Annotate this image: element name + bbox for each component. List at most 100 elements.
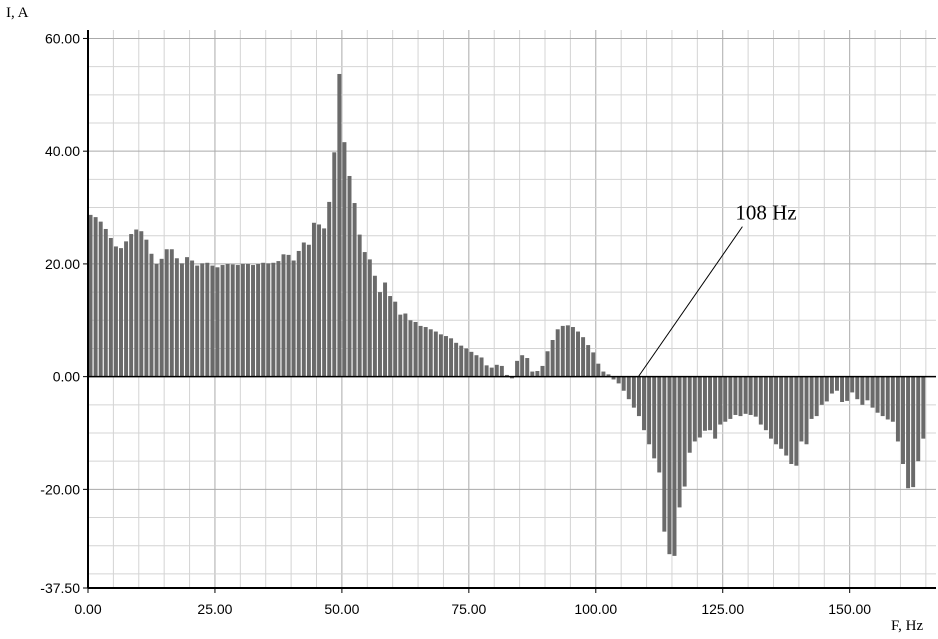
bar — [352, 203, 357, 377]
x-tick-label: 75.00 — [451, 601, 486, 617]
bar — [454, 342, 459, 377]
grid-layer — [87, 30, 936, 588]
bar — [667, 376, 672, 555]
bar — [449, 338, 454, 377]
y-tick-label: 60.00 — [45, 30, 80, 46]
bar — [499, 365, 504, 377]
bar — [718, 376, 723, 425]
bar — [657, 376, 662, 473]
bar — [220, 265, 225, 377]
bar — [545, 351, 550, 377]
bar — [205, 262, 210, 377]
bar — [525, 358, 530, 377]
bar — [149, 253, 154, 377]
bar — [591, 352, 596, 377]
bar — [235, 265, 240, 377]
bar — [804, 376, 809, 445]
bar — [291, 260, 296, 377]
bar — [129, 234, 134, 377]
bar — [469, 351, 474, 377]
bar — [362, 252, 367, 377]
bar — [190, 260, 195, 377]
x-tick-label: 50.00 — [324, 601, 359, 617]
x-tick-label: 25.00 — [197, 601, 232, 617]
bar — [164, 249, 169, 377]
bar — [98, 221, 103, 377]
bar — [124, 241, 129, 377]
bar — [200, 263, 205, 377]
bar — [520, 355, 525, 377]
bar — [774, 376, 779, 445]
bar — [794, 376, 799, 466]
y-axis-title: I, A — [6, 5, 29, 21]
bar — [809, 376, 814, 419]
bar — [890, 376, 895, 422]
bar — [758, 376, 763, 425]
bar — [311, 222, 316, 377]
bar — [870, 376, 875, 408]
bar — [921, 376, 926, 439]
y-tick-label: 0.00 — [53, 369, 80, 385]
bar — [428, 329, 433, 377]
bar — [565, 325, 570, 377]
bar — [256, 263, 261, 377]
bar — [510, 376, 514, 379]
bar — [697, 376, 702, 438]
x-tick-label: 0.00 — [74, 601, 101, 617]
bar — [377, 292, 382, 377]
bar — [398, 314, 403, 377]
bar — [713, 376, 718, 439]
bar — [210, 265, 215, 377]
bar — [347, 175, 352, 377]
x-tick-label: 125.00 — [701, 601, 744, 617]
bar — [723, 376, 728, 422]
bar — [215, 267, 220, 377]
bar — [306, 244, 311, 377]
bar — [789, 376, 794, 464]
x-tick-label: 150.00 — [828, 601, 871, 617]
bar — [885, 376, 890, 420]
bar — [550, 340, 555, 377]
bar — [393, 301, 398, 377]
bar — [738, 376, 743, 417]
bar — [418, 325, 423, 377]
bar — [708, 376, 713, 431]
bar — [728, 376, 733, 419]
bar — [865, 376, 870, 401]
bar — [880, 376, 885, 417]
bar — [748, 376, 753, 415]
bar — [240, 263, 245, 377]
bar — [840, 376, 845, 402]
bar — [692, 376, 697, 442]
bar — [779, 376, 784, 449]
x-tick-label: 100.00 — [574, 601, 617, 617]
bar — [799, 376, 804, 442]
bar — [103, 228, 108, 377]
bar — [687, 376, 692, 453]
bar — [814, 376, 819, 417]
bar — [677, 376, 682, 508]
bar — [835, 376, 839, 391]
bar — [195, 265, 200, 377]
bar — [93, 217, 98, 377]
annotation-label: 108 Hz — [735, 201, 796, 225]
bar — [895, 376, 900, 442]
bar — [174, 258, 179, 377]
bar — [276, 261, 281, 377]
bar — [357, 234, 362, 377]
annotation-leader-line — [637, 226, 743, 377]
bars-layer — [88, 73, 926, 556]
bar — [88, 214, 93, 377]
y-tick-label: 20.00 — [45, 256, 80, 272]
y-tick-label: 40.00 — [45, 143, 80, 159]
bar — [916, 376, 921, 462]
bar — [251, 265, 256, 377]
bar — [576, 331, 580, 377]
bar — [860, 376, 865, 405]
bar — [474, 355, 479, 377]
axes-layer — [83, 30, 936, 593]
bar — [515, 360, 520, 377]
bar — [383, 282, 388, 377]
bar — [647, 376, 652, 445]
bar — [850, 376, 855, 393]
